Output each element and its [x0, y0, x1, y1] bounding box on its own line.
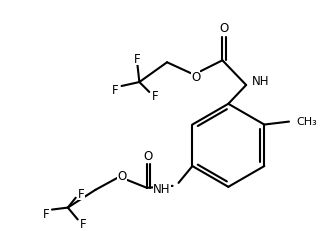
Text: O: O — [144, 149, 153, 162]
Text: F: F — [134, 53, 141, 66]
Text: F: F — [112, 84, 119, 97]
Text: F: F — [43, 207, 49, 220]
Text: F: F — [80, 217, 87, 230]
Text: NH: NH — [153, 182, 171, 195]
Text: O: O — [191, 70, 200, 83]
Text: F: F — [78, 187, 85, 200]
Text: O: O — [219, 22, 229, 35]
Text: NH: NH — [252, 74, 270, 87]
Text: F: F — [152, 90, 158, 103]
Text: CH₃: CH₃ — [296, 116, 317, 126]
Text: O: O — [118, 170, 127, 183]
